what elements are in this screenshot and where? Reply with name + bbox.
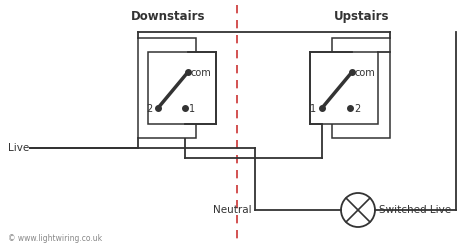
Text: com: com <box>191 68 212 78</box>
Bar <box>148 52 216 124</box>
Text: 1: 1 <box>310 104 316 114</box>
Text: 2: 2 <box>146 104 152 114</box>
Text: 2: 2 <box>354 104 360 114</box>
Text: 1: 1 <box>189 104 195 114</box>
Bar <box>332 38 390 138</box>
Text: Neutral: Neutral <box>213 205 252 215</box>
Text: Upstairs: Upstairs <box>334 10 390 23</box>
Text: Live: Live <box>8 143 29 153</box>
Bar <box>310 52 378 124</box>
Text: © www.lightwiring.co.uk: © www.lightwiring.co.uk <box>8 234 102 243</box>
Bar <box>138 38 196 138</box>
Text: Downstairs: Downstairs <box>131 10 205 23</box>
Text: com: com <box>355 68 376 78</box>
Text: Switched Live: Switched Live <box>379 205 451 215</box>
